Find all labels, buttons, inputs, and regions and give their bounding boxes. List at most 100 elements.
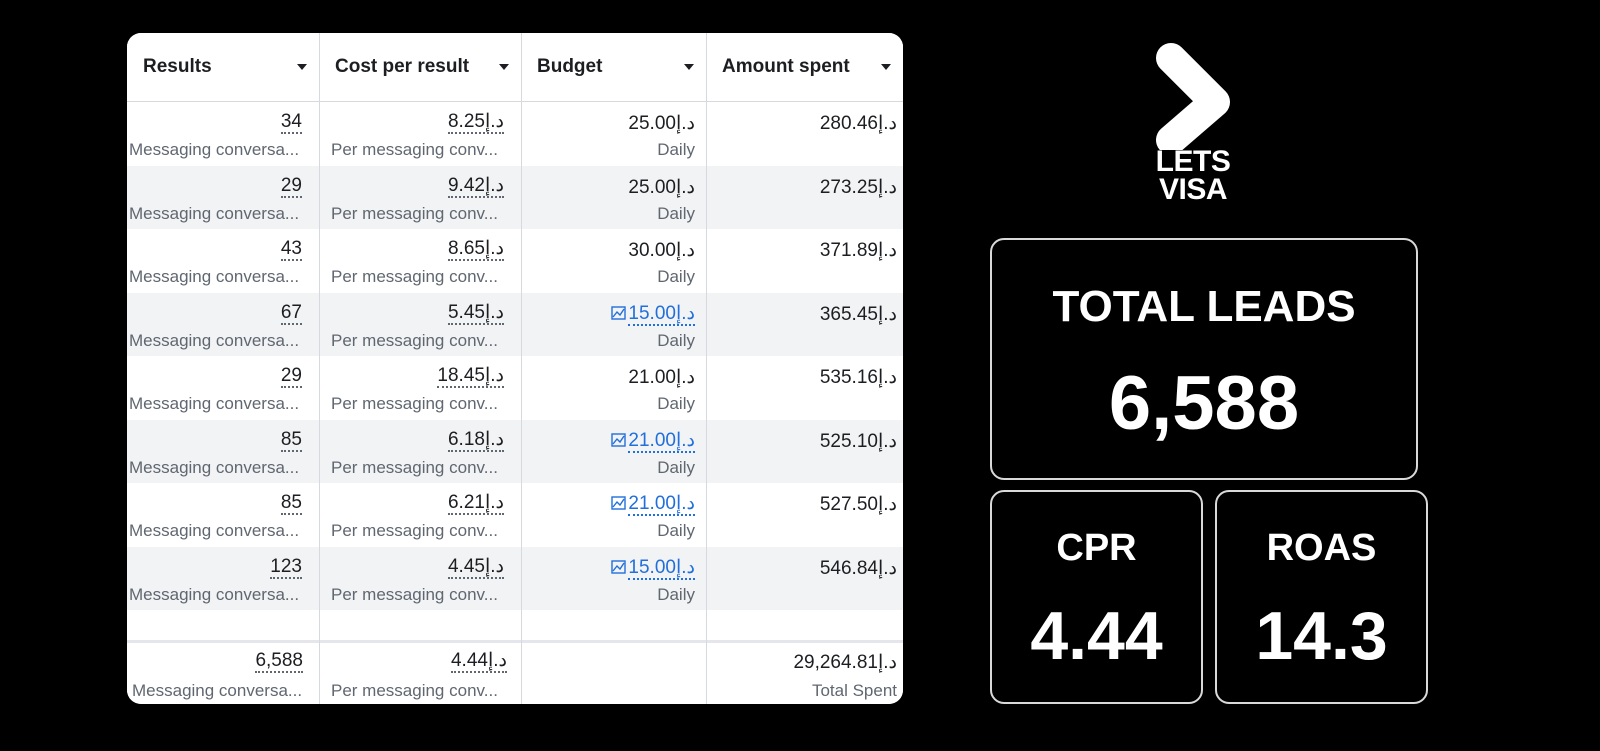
- total-spent-value: 29,264.81د.إ: [793, 652, 897, 673]
- results-subtitle: Messaging conversa...: [129, 140, 300, 159]
- cost-per-result-cell: 18.45د.إ Per messaging conv...: [319, 356, 521, 420]
- results-subtitle: Messaging conversa...: [129, 330, 300, 350]
- column-label: Budget: [537, 56, 603, 77]
- cost-per-result-subtitle: Per messaging conv...: [331, 394, 498, 413]
- caret-down-icon[interactable]: [499, 64, 509, 70]
- table-body: 34 Messaging conversa... 8.25د.إ Per messag…: [127, 102, 903, 610]
- amount-spent-value: 527.50د.إ: [819, 494, 897, 515]
- budget-frequency: Daily: [657, 394, 695, 413]
- budget-cell: 30.00د.إ Daily: [521, 229, 706, 293]
- results-value[interactable]: 67: [280, 301, 302, 325]
- amount-spent-cell: 273.25د.إ: [706, 166, 903, 230]
- column-label: Cost per result: [335, 56, 470, 77]
- cost-per-result-cell: 8.65د.إ Per messaging conv...: [319, 229, 521, 293]
- budget-frequency: Daily: [657, 140, 695, 159]
- cpr-value: 4.44: [1030, 598, 1163, 674]
- caret-down-icon[interactable]: [684, 64, 694, 70]
- ads-results-table: Results Cost per result Budget Amount sp…: [127, 33, 903, 704]
- cost-per-result-value[interactable]: 9.42د.إ: [447, 174, 504, 198]
- budget-value[interactable]: 15.00د.إ: [628, 556, 695, 580]
- results-value[interactable]: 34: [280, 111, 302, 134]
- cost-per-result-value[interactable]: 4.45د.إ: [447, 555, 504, 579]
- column-divider: [319, 33, 320, 704]
- results-subtitle: Messaging conversa...: [129, 457, 300, 477]
- results-value[interactable]: 29: [280, 174, 302, 198]
- budget-value[interactable]: 21.00د.إ: [628, 429, 695, 453]
- cost-per-result-value[interactable]: 18.45د.إ: [437, 365, 504, 388]
- total-leads-card: TOTAL LEADS 6,588: [990, 238, 1418, 480]
- amount-spent-cell: 546.84د.إ: [706, 547, 903, 611]
- total-cpr-value[interactable]: 4.44د.إ: [450, 650, 507, 673]
- budget-frequency: Daily: [657, 457, 695, 477]
- table-row[interactable]: 85 Messaging conversa... 6.18د.إ Per messag…: [127, 419, 903, 484]
- amount-spent-value: 280.46د.إ: [819, 113, 897, 134]
- brand-line-1: LETS: [1155, 145, 1231, 178]
- results-subtitle: Messaging conversa...: [129, 203, 300, 223]
- totals-results-cell: 6,588 Messaging conversa...: [127, 643, 319, 704]
- budget-schedule-link[interactable]: 15.00د.إ: [611, 556, 695, 580]
- budget-value[interactable]: 21.00د.إ: [628, 493, 695, 516]
- amount-spent-cell: 525.10د.إ: [706, 420, 903, 484]
- column-label: Results: [143, 56, 212, 77]
- cost-per-result-cell: 5.45د.إ Per messaging conv...: [319, 293, 521, 357]
- table-row[interactable]: 34 Messaging conversa... 8.25د.إ Per messag…: [127, 102, 903, 166]
- brand-line-2: VISA: [1158, 173, 1228, 206]
- budget-schedule-link[interactable]: 21.00د.إ: [611, 493, 695, 516]
- results-cell: 123 Messaging conversa...: [127, 547, 319, 611]
- caret-down-icon[interactable]: [297, 64, 307, 70]
- cost-per-result-value[interactable]: 8.25د.إ: [447, 111, 504, 134]
- results-cell: 34 Messaging conversa...: [127, 102, 319, 166]
- budget-schedule-link[interactable]: 21.00د.إ: [611, 429, 695, 453]
- budget-value[interactable]: 15.00د.إ: [628, 302, 695, 326]
- results-value[interactable]: 123: [270, 555, 302, 579]
- results-cell: 43 Messaging conversa...: [127, 229, 319, 293]
- table-row[interactable]: 67 Messaging conversa... 5.45د.إ Per messag…: [127, 292, 903, 357]
- cost-per-result-value[interactable]: 8.65د.إ: [447, 238, 504, 261]
- cost-per-result-subtitle: Per messaging conv...: [331, 521, 498, 540]
- cost-per-result-subtitle: Per messaging conv...: [331, 584, 498, 604]
- column-header-amount-spent[interactable]: Amount spent: [706, 33, 903, 101]
- budget-schedule-link[interactable]: 15.00د.إ: [611, 302, 695, 326]
- totals-cpr-cell: 4.44د.إ Per messaging conv...: [319, 643, 521, 704]
- results-subtitle: Messaging conversa...: [129, 394, 300, 413]
- results-value[interactable]: 43: [280, 238, 302, 261]
- caret-down-icon[interactable]: [881, 64, 891, 70]
- cost-per-result-cell: 9.42د.إ Per messaging conv...: [319, 166, 521, 230]
- amount-spent-cell: 535.16د.إ: [706, 356, 903, 420]
- budget-cell: 21.00د.إ Daily: [521, 356, 706, 420]
- budget-value: 21.00د.إ: [628, 367, 695, 388]
- line-chart-icon: [611, 305, 627, 320]
- table-row[interactable]: 29 Messaging conversa... 18.45د.إ Per messa…: [127, 356, 903, 420]
- budget-value: 30.00د.إ: [628, 240, 695, 261]
- budget-frequency: Daily: [657, 584, 695, 604]
- column-header-budget[interactable]: Budget: [521, 33, 706, 101]
- cost-per-result-subtitle: Per messaging conv...: [331, 267, 498, 286]
- budget-frequency: Daily: [657, 521, 695, 540]
- amount-spent-cell: 527.50د.إ: [706, 483, 903, 547]
- column-header-results[interactable]: Results: [127, 33, 319, 101]
- results-cell: 67 Messaging conversa...: [127, 293, 319, 357]
- line-chart-icon: [611, 496, 627, 510]
- table-row[interactable]: 43 Messaging conversa... 8.65د.إ Per messag…: [127, 229, 903, 293]
- results-cell: 29 Messaging conversa...: [127, 356, 319, 420]
- roas-label: ROAS: [1266, 527, 1377, 569]
- results-cell: 29 Messaging conversa...: [127, 166, 319, 230]
- cost-per-result-subtitle: Per messaging conv...: [331, 330, 498, 350]
- results-value[interactable]: 85: [280, 492, 302, 515]
- amount-spent-cell: 365.45د.إ: [706, 293, 903, 357]
- budget-cell: 15.00د.إ Daily: [521, 547, 706, 611]
- results-value[interactable]: 85: [280, 428, 302, 452]
- roas-card: ROAS 14.3: [1215, 490, 1428, 704]
- cost-per-result-subtitle: Per messaging conv...: [331, 457, 498, 477]
- column-header-cost-per-result[interactable]: Cost per result: [319, 33, 521, 101]
- cost-per-result-value[interactable]: 6.18د.إ: [447, 428, 504, 452]
- table-row[interactable]: 85 Messaging conversa... 6.21د.إ Per messag…: [127, 483, 903, 547]
- cost-per-result-value[interactable]: 6.21د.إ: [447, 492, 504, 515]
- table-row[interactable]: 29 Messaging conversa... 9.42د.إ Per messag…: [127, 165, 903, 230]
- cost-per-result-value[interactable]: 5.45د.إ: [447, 301, 504, 325]
- results-value[interactable]: 29: [280, 365, 302, 388]
- table-row[interactable]: 123 Messaging conversa... 4.45د.إ Per messa…: [127, 546, 903, 611]
- total-spent-subtitle: Total Spent: [811, 681, 897, 700]
- cost-per-result-subtitle: Per messaging conv...: [331, 140, 498, 159]
- total-results-value[interactable]: 6,588: [255, 650, 303, 673]
